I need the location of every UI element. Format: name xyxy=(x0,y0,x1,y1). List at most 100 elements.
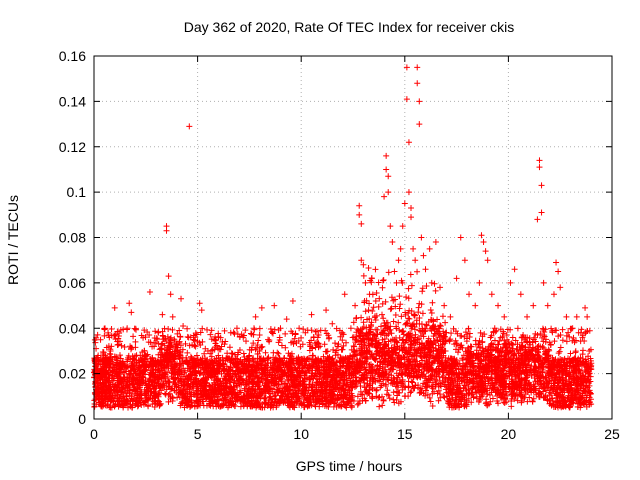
data-point xyxy=(361,339,368,346)
data-point xyxy=(274,386,281,393)
data-point xyxy=(306,376,313,383)
data-point xyxy=(145,403,152,410)
data-point xyxy=(569,390,576,397)
data-point xyxy=(405,393,412,400)
data-point xyxy=(134,403,141,410)
data-point xyxy=(179,357,186,364)
data-point xyxy=(176,366,183,373)
chart-title: Day 362 of 2020, Rate Of TEC Index for r… xyxy=(184,19,514,35)
data-point xyxy=(230,370,237,377)
data-point xyxy=(110,367,117,374)
data-point xyxy=(162,391,169,398)
data-point xyxy=(166,390,173,397)
data-point xyxy=(232,371,239,378)
data-point xyxy=(264,367,271,374)
data-point xyxy=(395,351,402,358)
data-point xyxy=(110,377,117,384)
data-point xyxy=(368,351,375,358)
data-point xyxy=(386,395,393,402)
data-point xyxy=(342,368,349,375)
data-point xyxy=(314,376,321,383)
data-point xyxy=(462,363,469,370)
data-point xyxy=(417,386,424,393)
data-point xyxy=(399,378,406,385)
data-point xyxy=(156,384,163,391)
data-point xyxy=(395,353,402,360)
data-point xyxy=(317,381,324,388)
data-point xyxy=(354,401,361,408)
data-point xyxy=(122,398,129,405)
data-point xyxy=(202,378,209,385)
data-point xyxy=(545,346,552,353)
data-point xyxy=(407,389,414,396)
data-point xyxy=(522,381,529,388)
data-point xyxy=(514,397,521,404)
data-point xyxy=(556,383,563,390)
data-point xyxy=(399,380,406,387)
data-point xyxy=(168,385,175,392)
data-point xyxy=(133,391,140,398)
data-point xyxy=(424,391,431,398)
data-point xyxy=(174,394,181,401)
data-points xyxy=(91,64,595,411)
data-point xyxy=(349,380,356,387)
data-point xyxy=(371,367,378,374)
data-point xyxy=(423,321,430,328)
data-point xyxy=(126,370,133,377)
data-point xyxy=(399,347,406,354)
data-point xyxy=(516,387,523,394)
data-point xyxy=(359,391,366,398)
data-point xyxy=(563,376,570,383)
data-point xyxy=(244,381,251,388)
data-point xyxy=(409,379,416,386)
data-point xyxy=(166,379,173,386)
data-point xyxy=(526,361,533,368)
data-point xyxy=(214,368,221,375)
data-point xyxy=(276,399,283,406)
data-point xyxy=(390,396,397,403)
data-point xyxy=(524,398,531,405)
data-point xyxy=(152,397,159,404)
data-point xyxy=(363,330,370,337)
data-point xyxy=(373,344,380,351)
data-point xyxy=(524,372,531,379)
data-point xyxy=(427,398,434,405)
data-point xyxy=(369,363,376,370)
data-point xyxy=(262,401,269,408)
data-point xyxy=(357,382,364,389)
data-point xyxy=(435,387,442,394)
data-point xyxy=(458,378,465,385)
data-point xyxy=(408,388,415,395)
data-point xyxy=(299,365,306,372)
data-point xyxy=(179,391,186,398)
data-point xyxy=(170,378,177,385)
data-point xyxy=(254,380,261,387)
data-point xyxy=(422,363,429,370)
data-point xyxy=(452,390,459,397)
data-point xyxy=(398,313,405,320)
data-point xyxy=(199,355,206,362)
data-point xyxy=(357,388,364,395)
data-point xyxy=(309,383,316,390)
data-point xyxy=(506,380,513,387)
data-point xyxy=(434,390,441,397)
data-point xyxy=(418,369,425,376)
data-point xyxy=(373,386,380,393)
data-point xyxy=(466,389,473,396)
data-point xyxy=(420,333,427,340)
data-point xyxy=(326,387,333,394)
grid xyxy=(94,56,612,419)
data-point xyxy=(547,390,554,397)
data-point xyxy=(512,377,519,384)
data-point xyxy=(561,381,568,388)
data-point xyxy=(163,338,170,345)
data-point xyxy=(493,386,500,393)
data-point xyxy=(435,397,442,404)
data-point xyxy=(376,403,383,410)
data-point xyxy=(434,316,441,323)
data-point xyxy=(427,349,434,356)
data-point xyxy=(373,387,380,394)
data-point xyxy=(211,381,218,388)
data-point xyxy=(571,377,578,384)
data-point xyxy=(423,322,430,329)
